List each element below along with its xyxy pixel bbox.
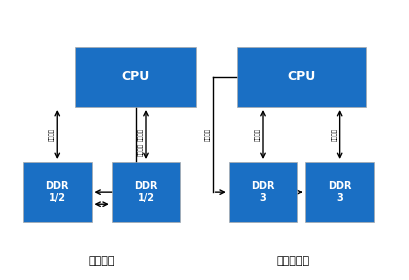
Text: 地址信号: 地址信号 <box>138 143 144 156</box>
FancyBboxPatch shape <box>75 47 196 107</box>
Text: DDR
1/2: DDR 1/2 <box>134 181 158 203</box>
Text: 数据总线: 数据总线 <box>255 128 261 141</box>
Text: CPU: CPU <box>122 70 150 83</box>
FancyBboxPatch shape <box>112 162 180 222</box>
FancyBboxPatch shape <box>229 162 297 222</box>
Text: DDR
3: DDR 3 <box>328 181 351 203</box>
Text: 星形拓补: 星形拓补 <box>88 256 115 266</box>
Text: CPU: CPU <box>287 70 315 83</box>
Text: 数据总线: 数据总线 <box>332 128 337 141</box>
Text: 数据总线: 数据总线 <box>49 128 55 141</box>
Text: DDR
3: DDR 3 <box>251 181 275 203</box>
Text: 数据总线: 数据总线 <box>138 128 144 141</box>
FancyBboxPatch shape <box>306 162 374 222</box>
Text: 菊花链拓补: 菊花链拓补 <box>277 256 310 266</box>
FancyBboxPatch shape <box>237 47 366 107</box>
FancyBboxPatch shape <box>23 162 92 222</box>
Text: DDR
1/2: DDR 1/2 <box>45 181 69 203</box>
Text: 地址信号: 地址信号 <box>205 128 211 141</box>
